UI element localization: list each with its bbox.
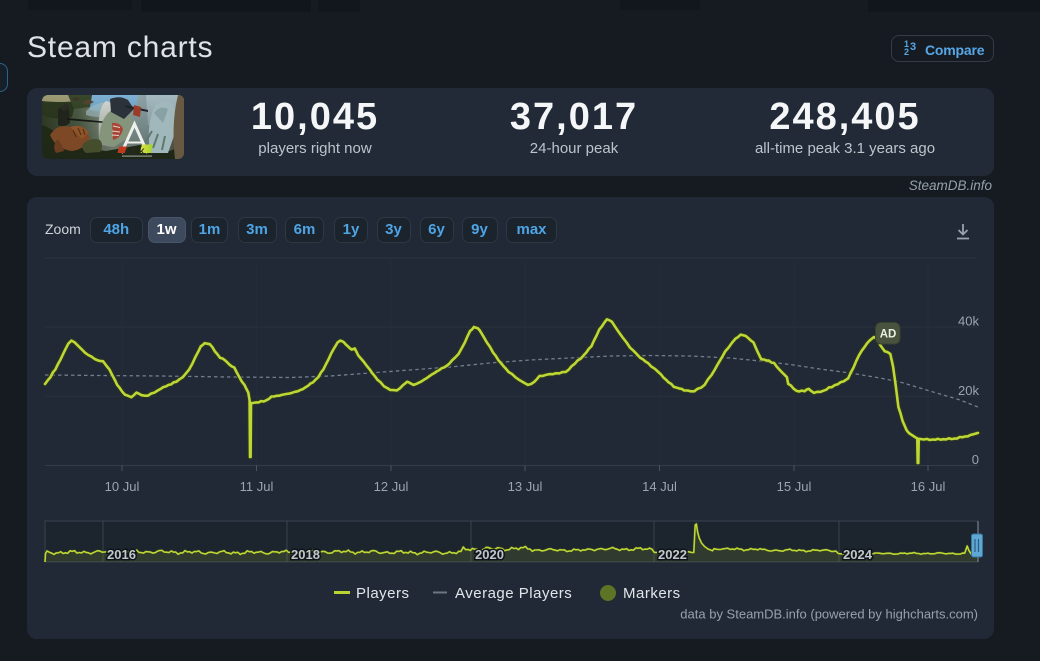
svg-text:2022: 2022: [658, 547, 687, 562]
svg-text:AD: AD: [880, 329, 897, 341]
svg-text:10 Jul: 10 Jul: [105, 479, 140, 494]
svg-text:Average Players: Average Players: [455, 585, 572, 602]
svg-text:11 Jul: 11 Jul: [240, 479, 274, 494]
svg-text:20k: 20k: [958, 383, 979, 398]
svg-text:K: K: [139, 148, 145, 157]
svg-text:2016: 2016: [107, 547, 136, 562]
svg-text:0: 0: [972, 452, 979, 467]
svg-text:16 Jul: 16 Jul: [911, 479, 946, 494]
svg-text:A: A: [124, 148, 130, 157]
svg-text:15 Jul: 15 Jul: [777, 479, 812, 494]
svg-text:14 Jul: 14 Jul: [642, 479, 677, 494]
svg-text:2018: 2018: [291, 547, 320, 562]
svg-text:13 Jul: 13 Jul: [508, 479, 543, 494]
svg-text:Markers: Markers: [623, 585, 681, 602]
svg-text:2020: 2020: [475, 547, 504, 562]
svg-text:Players: Players: [356, 585, 410, 602]
svg-text:2024: 2024: [843, 547, 873, 562]
svg-text:12 Jul: 12 Jul: [374, 479, 409, 494]
svg-text:data by SteamDB.info (powered: data by SteamDB.info (powered by highcha…: [680, 607, 978, 622]
svg-text:40k: 40k: [958, 314, 979, 329]
svg-text:R: R: [132, 148, 138, 157]
